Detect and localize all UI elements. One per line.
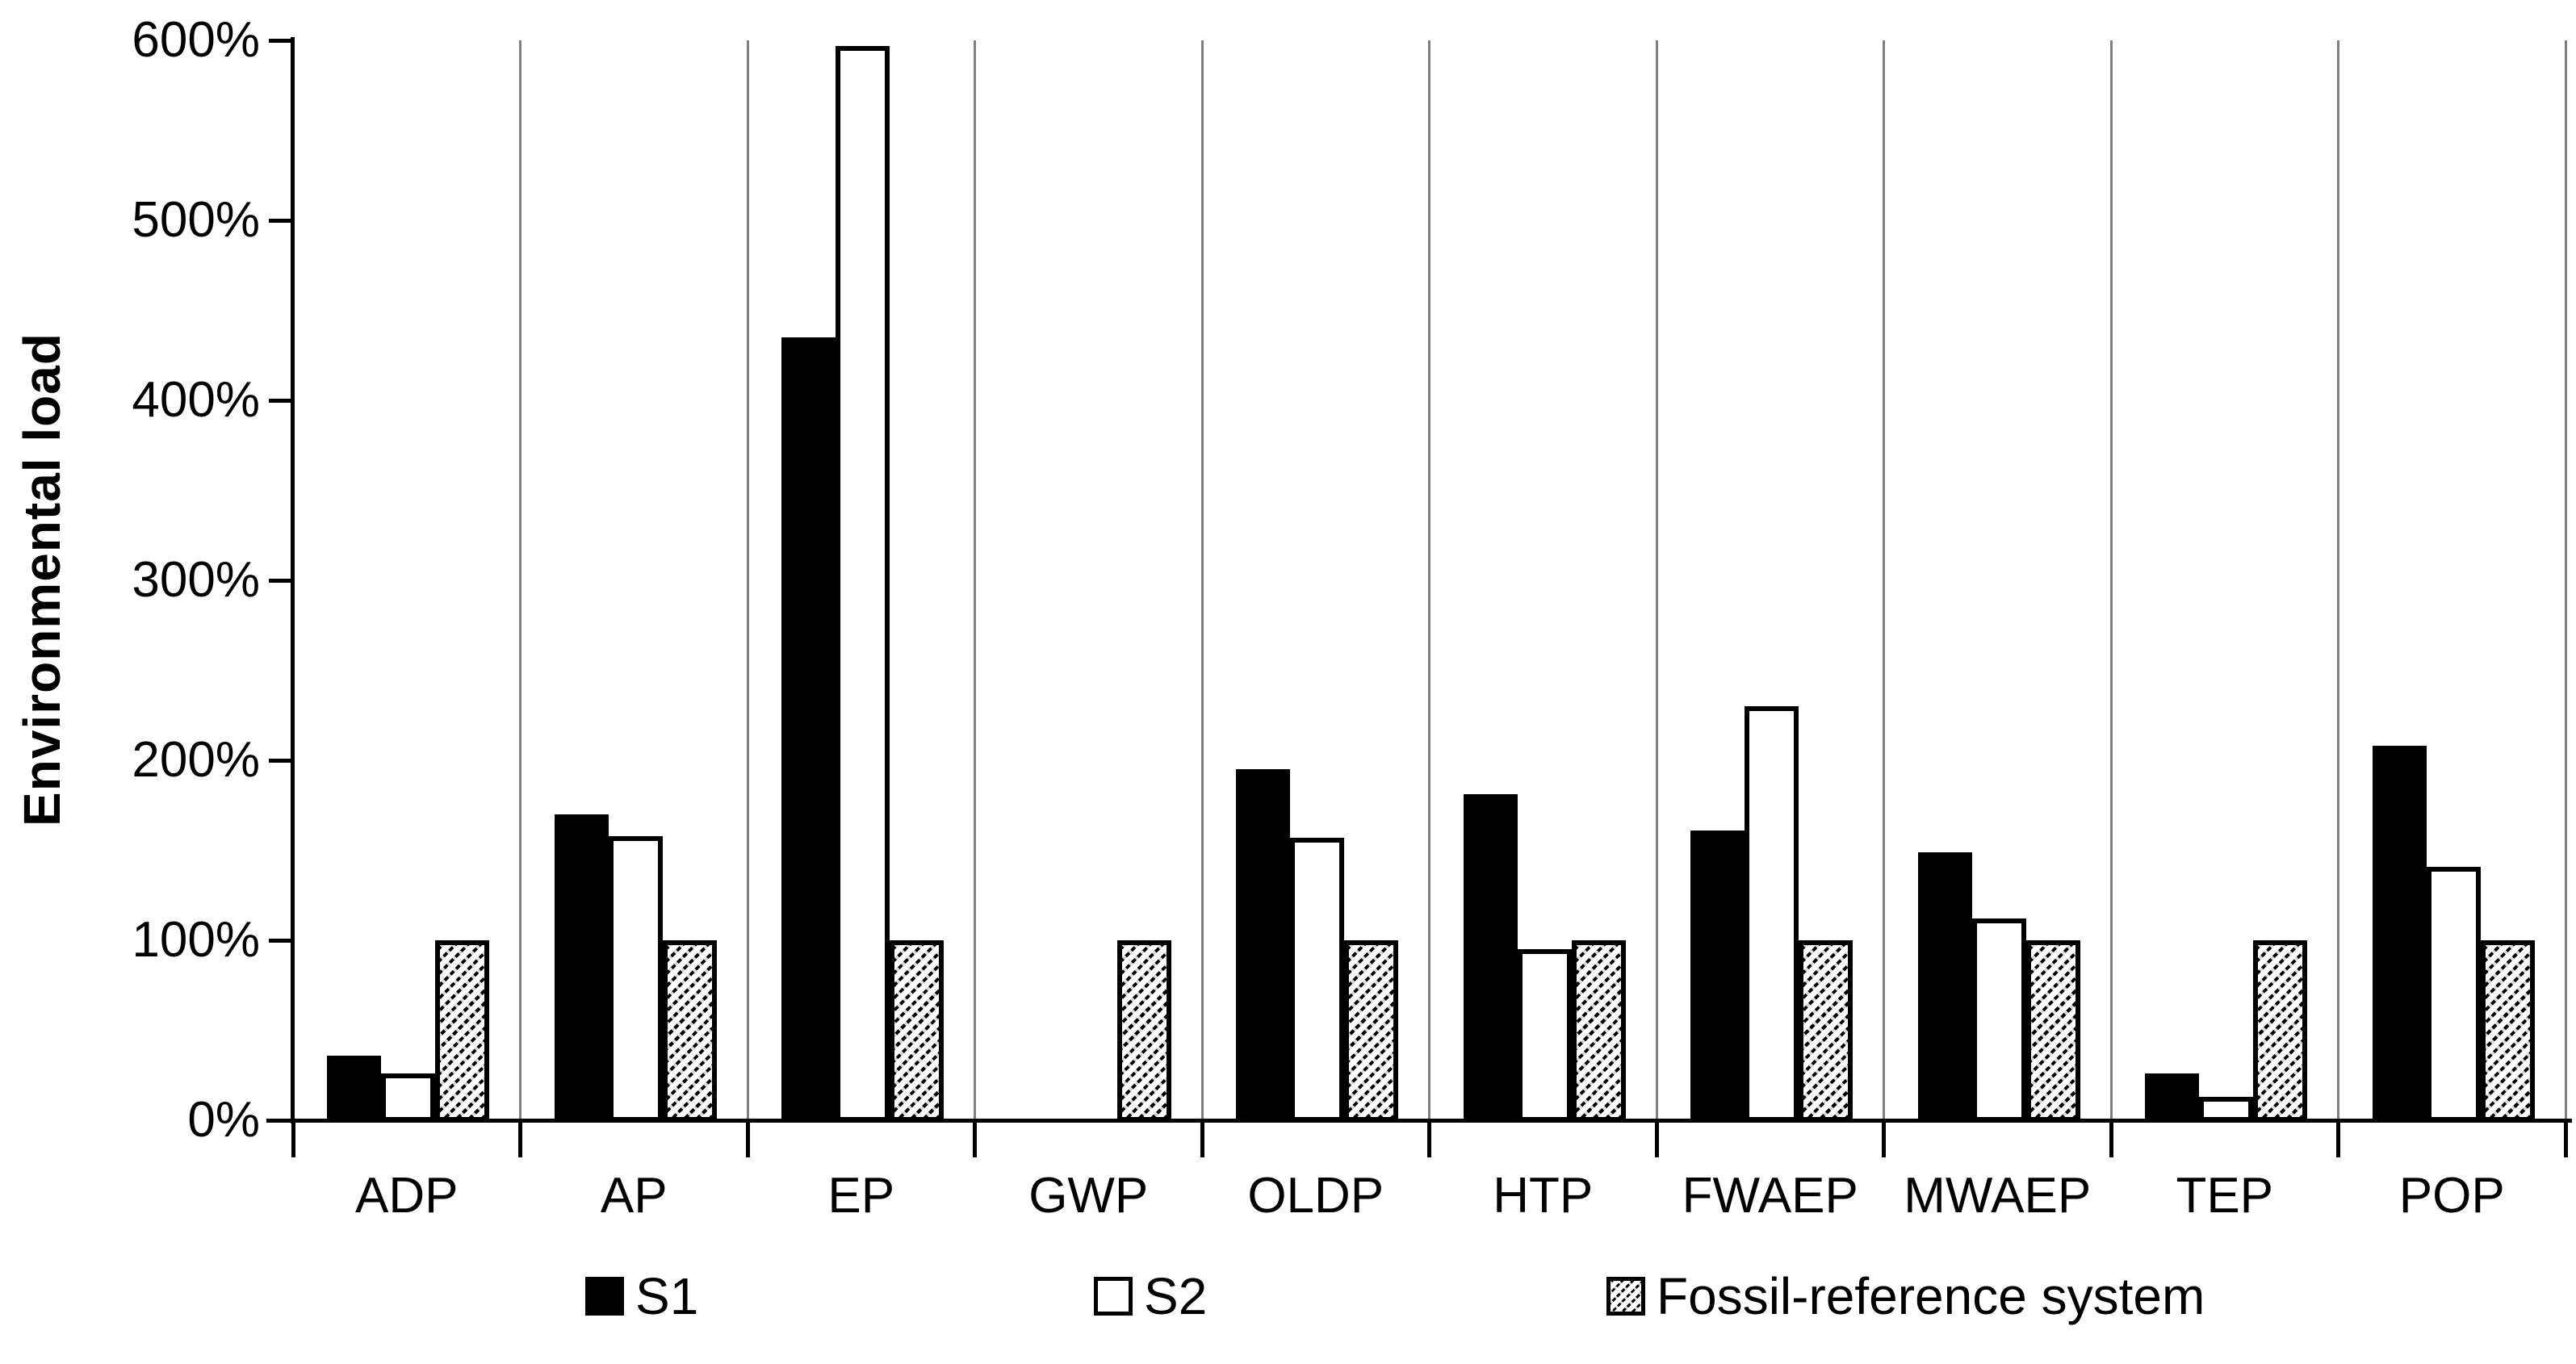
legend-label-fossil-reference: Fossil-reference system xyxy=(1657,1267,2205,1325)
bar-s1-pop xyxy=(2372,746,2427,1122)
y-tick-label: 100% xyxy=(132,912,260,968)
bar-fossil-reference-tep xyxy=(2253,940,2307,1122)
bar-s2-ep xyxy=(836,45,890,1122)
bar-fossil-reference-ap xyxy=(662,940,717,1122)
category-separator-line xyxy=(1200,40,1204,1120)
category-separator-line xyxy=(2564,40,2567,1120)
bar-fossil-reference-mwaep xyxy=(2025,940,2080,1122)
x-tick-mark xyxy=(745,1120,750,1157)
y-tick-label: 300% xyxy=(132,552,260,608)
bar-s1-mwaep xyxy=(1917,851,1972,1122)
y-tick-label: 400% xyxy=(132,372,260,428)
x-tick-mark xyxy=(1427,1120,1431,1157)
category-separator-line xyxy=(746,40,749,1120)
x-tick-mark xyxy=(2109,1120,2113,1157)
bar-fossil-reference-pop xyxy=(2480,940,2535,1122)
legend-label-s1: S1 xyxy=(635,1267,699,1325)
category-label-htp: HTP xyxy=(1493,1168,1594,1224)
bar-s1-htp xyxy=(1463,794,1518,1122)
y-axis-line xyxy=(291,37,295,1123)
category-label-tep: TEP xyxy=(2176,1168,2274,1224)
category-label-adp: ADP xyxy=(355,1168,459,1224)
bar-fossil-reference-fwaep xyxy=(1799,940,1853,1122)
bar-s1-oldp xyxy=(1236,769,1290,1122)
bar-s1-ep xyxy=(781,337,836,1122)
x-tick-mark xyxy=(291,1120,295,1157)
category-label-gwp: GWP xyxy=(1028,1168,1149,1224)
x-tick-mark xyxy=(2336,1120,2340,1157)
bar-s2-oldp xyxy=(1290,837,1344,1122)
legend-swatch-s2-icon xyxy=(1094,1277,1133,1316)
bar-s2-adp xyxy=(381,1073,435,1122)
category-separator-line xyxy=(2109,40,2113,1120)
bar-s2-htp xyxy=(1517,949,1572,1122)
category-separator-line xyxy=(1883,40,1885,1120)
y-tick-label: 600% xyxy=(132,12,260,68)
y-tick-label: 500% xyxy=(132,192,260,248)
category-separator-line xyxy=(1428,40,1430,1120)
y-tick-label: 200% xyxy=(132,732,260,788)
bar-s2-tep xyxy=(2199,1097,2253,1122)
category-separator-line xyxy=(519,40,521,1120)
legend-label-s2: S2 xyxy=(1144,1267,1208,1325)
bar-s1-tep xyxy=(2145,1073,2199,1122)
x-tick-mark xyxy=(1882,1120,1886,1157)
category-label-ep: EP xyxy=(827,1168,895,1224)
y-tick-mark xyxy=(269,579,293,583)
bar-s1-ap xyxy=(554,814,609,1122)
category-label-pop: POP xyxy=(2398,1168,2505,1224)
category-label-fwaep: FWAEP xyxy=(1682,1168,1858,1224)
y-tick-label: 0% xyxy=(187,1092,260,1148)
bar-fossil-reference-oldp xyxy=(1344,940,1398,1122)
category-label-ap: AP xyxy=(600,1168,668,1224)
legend-swatch-s1-icon xyxy=(585,1277,624,1316)
legend-item-s2: S2 xyxy=(1094,1267,1207,1325)
bar-s2-mwaep xyxy=(1971,918,2026,1122)
bar-s1-adp xyxy=(327,1055,381,1122)
legend: S1 S2 Fossil-reference system xyxy=(0,1267,2576,1340)
x-tick-mark xyxy=(518,1120,522,1157)
legend-item-s1: S1 xyxy=(585,1267,698,1325)
y-tick-mark xyxy=(269,39,293,43)
x-tick-mark xyxy=(2563,1120,2568,1157)
bar-s2-pop xyxy=(2426,866,2481,1122)
y-tick-mark xyxy=(269,939,293,943)
bar-fossil-reference-gwp xyxy=(1116,940,1171,1122)
y-tick-mark xyxy=(269,759,293,763)
bar-fossil-reference-htp xyxy=(1571,940,1626,1122)
category-separator-line xyxy=(974,40,976,1120)
bar-fossil-reference-adp xyxy=(435,940,489,1122)
category-separator-line xyxy=(1655,40,1658,1120)
bar-s2-fwaep xyxy=(1745,706,1799,1122)
category-label-mwaep: MWAEP xyxy=(1904,1168,2092,1224)
bar-s1-fwaep xyxy=(1690,830,1745,1122)
category-separator-line xyxy=(2337,40,2339,1120)
category-label-oldp: OLDP xyxy=(1247,1168,1384,1224)
x-tick-mark xyxy=(1200,1120,1204,1157)
legend-swatch-fossil-reference-icon xyxy=(1606,1277,1645,1316)
y-tick-mark xyxy=(269,219,293,223)
x-tick-mark xyxy=(1654,1120,1659,1157)
bar-s2-ap xyxy=(608,835,663,1122)
x-axis-line xyxy=(266,1119,2572,1123)
y-tick-mark xyxy=(269,399,293,403)
bar-fossil-reference-ep xyxy=(890,940,944,1122)
x-tick-mark xyxy=(973,1120,977,1157)
legend-item-fossil-reference: Fossil-reference system xyxy=(1606,1267,2205,1325)
